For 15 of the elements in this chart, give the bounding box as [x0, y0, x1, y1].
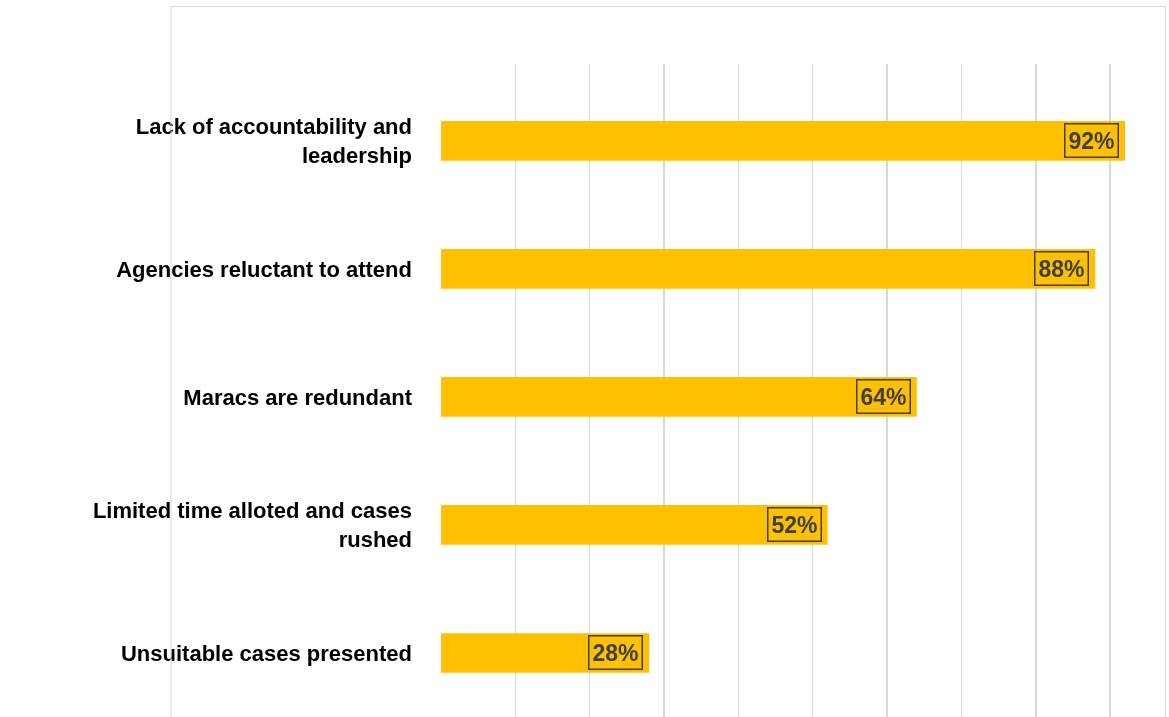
bar [441, 377, 917, 417]
y-tick-label: Lack of accountability and leadership [135, 114, 412, 168]
data-label: 52% [771, 511, 818, 538]
data-label: 64% [860, 383, 907, 410]
y-tick-label: Agencies reluctant to attend [116, 256, 412, 282]
y-tick-label: Maracs are redundant [183, 384, 413, 410]
data-label: 28% [592, 639, 639, 666]
bar [441, 249, 1096, 289]
bar [441, 120, 1125, 161]
bar [441, 633, 650, 673]
bar [441, 505, 828, 545]
data-label: 92% [1068, 127, 1115, 154]
y-tick-label: Limited time alloted and cases rushed [92, 498, 412, 552]
data-label: 88% [1038, 255, 1085, 282]
y-tick-label: Unsuitable cases presented [120, 640, 412, 666]
